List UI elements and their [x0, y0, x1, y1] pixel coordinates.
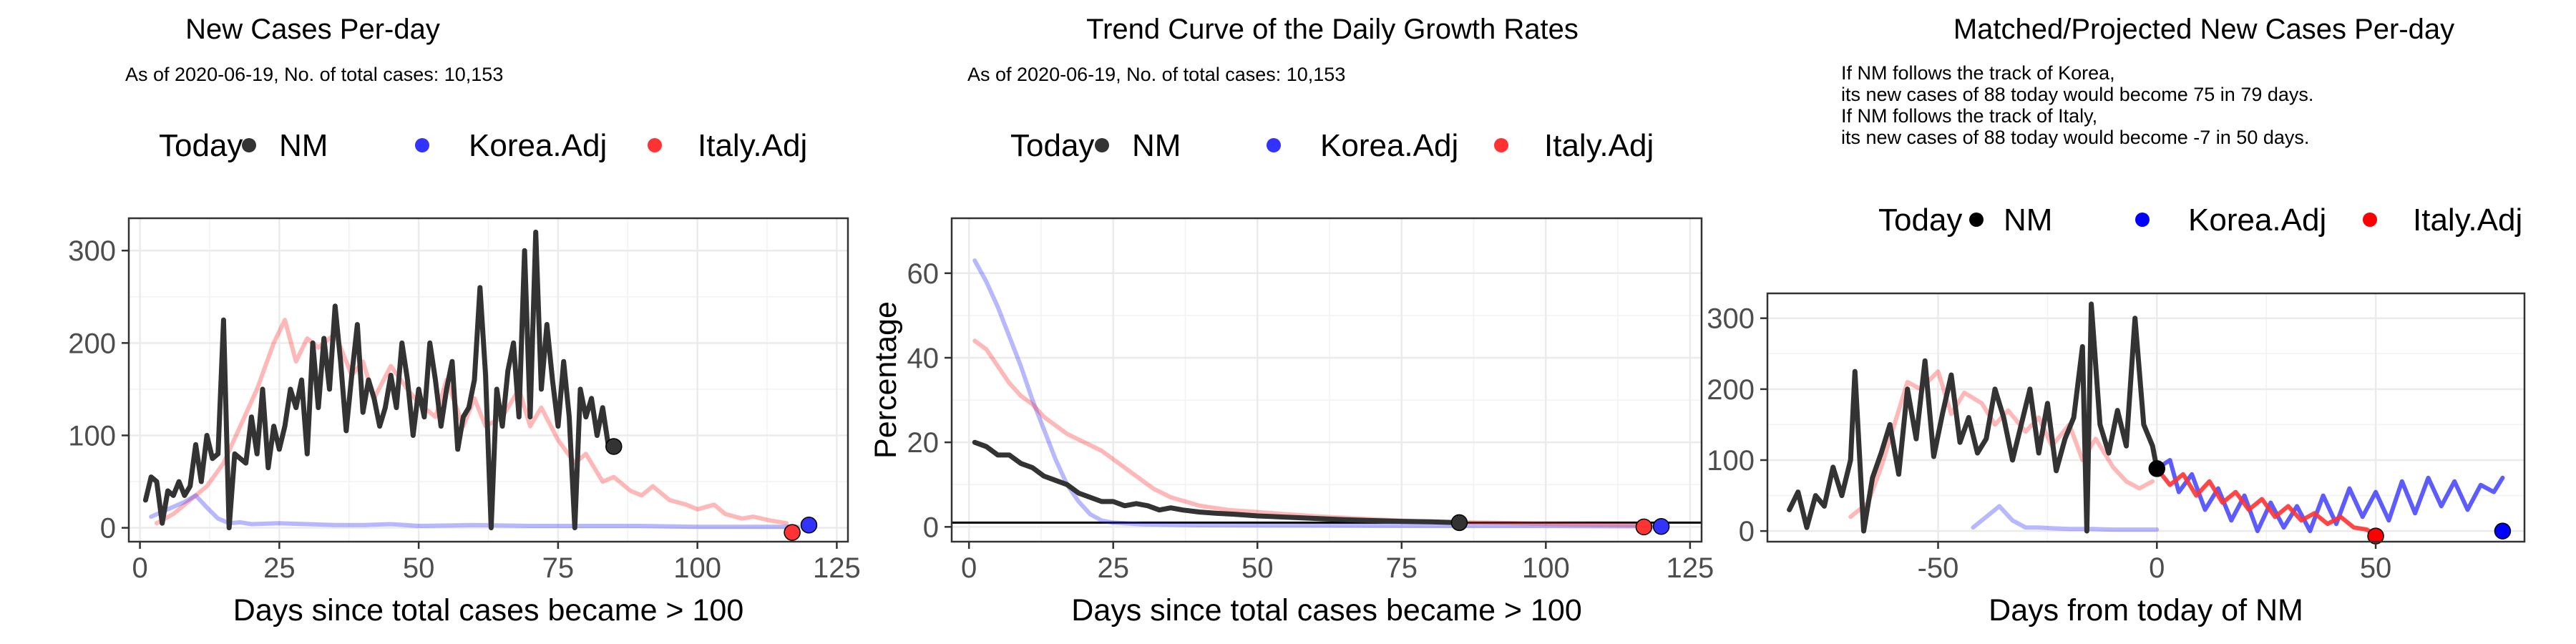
legend-key-italy-adj: [1494, 138, 1508, 152]
today-point-korea-adj: [2494, 522, 2512, 540]
chart-panel-2: Trend Curve of the Daily Growth Rates As …: [869, 14, 1714, 628]
legend: Today NM Korea.Adj Italy.Adj: [159, 128, 807, 163]
x-tick-label: 100: [1522, 552, 1570, 584]
legend-key-nm: [1969, 213, 1984, 227]
y-tick-label: 300: [1707, 303, 1755, 335]
x-axis-label: Days since total cases became > 100: [233, 593, 743, 628]
x-axis-label: Days since total cases became > 100: [1071, 593, 1581, 628]
chart-subtitle: If NM follows the track of Italy,: [1841, 105, 2097, 127]
y-tick-label: 0: [100, 513, 116, 545]
x-tick-label: 75: [542, 552, 575, 584]
chart-title: Matched/Projected New Cases Per-day: [1953, 14, 2454, 45]
y-tick-label: 0: [923, 512, 939, 543]
chart-subtitle: its new cases of 88 today would become -…: [1841, 127, 2309, 148]
today-point-nm: [605, 438, 623, 455]
y-tick-label: 100: [68, 420, 116, 452]
series-line-korea-adj: [2155, 458, 2505, 534]
legend-label: NM: [1132, 128, 1181, 163]
plot-border: [1766, 292, 2526, 543]
chart-subtitle: If NM follows the track of Korea,: [1841, 62, 2115, 84]
legend-label: Italy.Adj: [698, 128, 807, 163]
today-point-italy-adj: [1635, 518, 1653, 536]
series-group: [1787, 301, 2505, 539]
chart-subtitle: As of 2020-06-19, No. of total cases: 10…: [967, 64, 1345, 85]
legend-title: Today: [1010, 128, 1094, 163]
x-tick-label: 0: [2149, 552, 2165, 584]
y-tick-label: 300: [68, 235, 116, 267]
x-tick-label: 25: [263, 552, 296, 584]
today-point-korea-adj: [1652, 517, 1670, 535]
y-tick-label: 20: [907, 427, 940, 459]
legend-key-italy-adj: [2363, 213, 2377, 227]
y-tick-label: 200: [1707, 374, 1755, 406]
legend-key-nm: [242, 138, 256, 152]
y-tick-label: 0: [1739, 516, 1755, 547]
legend: Today NM Korea.Adj Italy.Adj: [1010, 128, 1654, 163]
x-tick-label: 100: [673, 552, 721, 584]
y-tick-label: 200: [68, 328, 116, 359]
today-point-nm: [1450, 514, 1468, 532]
legend-key-korea-adj: [415, 138, 429, 152]
gridlines: [952, 218, 1702, 542]
series-line-italy-adj: [2155, 466, 2379, 539]
y-axis-label: Percentage: [869, 301, 903, 459]
legend-title: Today: [1878, 203, 1962, 238]
legend-key-korea-adj: [2135, 213, 2150, 227]
chart-subtitle: its new cases of 88 today would become 7…: [1841, 84, 2313, 105]
series-line-nm: [972, 439, 1462, 525]
axis-ticks: -50 0 50 0 100 200 300: [1707, 303, 2391, 584]
chart-subtitle: As of 2020-06-19, No. of total cases: 10…: [125, 64, 503, 85]
series-line-nm: [142, 229, 617, 531]
axis-ticks: 0 25 50 75 100 125 0 20 40 60: [907, 258, 1714, 584]
chart-panel-3: Matched/Projected New Cases Per-day If NM…: [1707, 14, 2526, 628]
legend-label: Korea.Adj: [469, 128, 607, 163]
chart-title: New Cases Per-day: [185, 14, 440, 45]
legend-label: Korea.Adj: [1320, 128, 1458, 163]
series-group: [142, 229, 800, 531]
series-line-italy-adj: [155, 318, 789, 526]
legend-label: Italy.Adj: [2413, 203, 2522, 238]
legend-label: NM: [279, 128, 328, 163]
plot-border: [950, 217, 1703, 543]
legend-title: Today: [159, 128, 243, 163]
y-tick-label: 40: [907, 343, 940, 374]
x-tick-label: 25: [1097, 552, 1129, 584]
x-tick-label: 50: [403, 552, 435, 584]
x-tick-label: 0: [132, 552, 147, 584]
y-tick-label: 100: [1707, 445, 1755, 477]
axis-ticks: 0 25 50 75 100 125 0 100 200 300: [68, 235, 861, 584]
x-tick-label: 0: [961, 552, 977, 584]
plot-border: [127, 217, 849, 543]
x-tick-label: -50: [1918, 552, 1959, 584]
x-tick-label: 125: [1667, 552, 1714, 584]
x-tick-label: 50: [2360, 552, 2392, 584]
series-line-korea-adj: [1971, 504, 2160, 532]
series-line-korea-adj: [149, 493, 800, 530]
x-tick-label: 125: [813, 552, 861, 584]
plot-area: [952, 218, 1702, 542]
today-point-nm: [2148, 460, 2166, 477]
legend-key-korea-adj: [1267, 138, 1281, 152]
series-line-nm: [1787, 301, 2160, 534]
series-line-korea-adj: [972, 258, 1664, 529]
chart-panel-1: New Cases Per-day As of 2020-06-19, No. o…: [68, 14, 861, 628]
legend-label: NM: [2004, 203, 2052, 238]
today-point-italy-adj: [784, 524, 801, 541]
y-tick-label: 60: [907, 258, 940, 290]
legend-key-italy-adj: [648, 138, 662, 152]
chart-title: Trend Curve of the Daily Growth Rates: [1086, 14, 1579, 45]
legend-label: Korea.Adj: [2188, 203, 2326, 238]
legend-label: Italy.Adj: [1544, 128, 1654, 163]
x-tick-label: 75: [1386, 552, 1418, 584]
legend: Today NM Korea.Adj Italy.Adj: [1878, 203, 2522, 238]
series-group: [972, 258, 1664, 529]
legend-key-nm: [1095, 138, 1109, 152]
x-axis-label: Days from today of NM: [1989, 593, 2303, 628]
today-point-korea-adj: [800, 517, 818, 534]
plot-area: [1767, 293, 2524, 542]
x-tick-label: 50: [1241, 552, 1274, 584]
